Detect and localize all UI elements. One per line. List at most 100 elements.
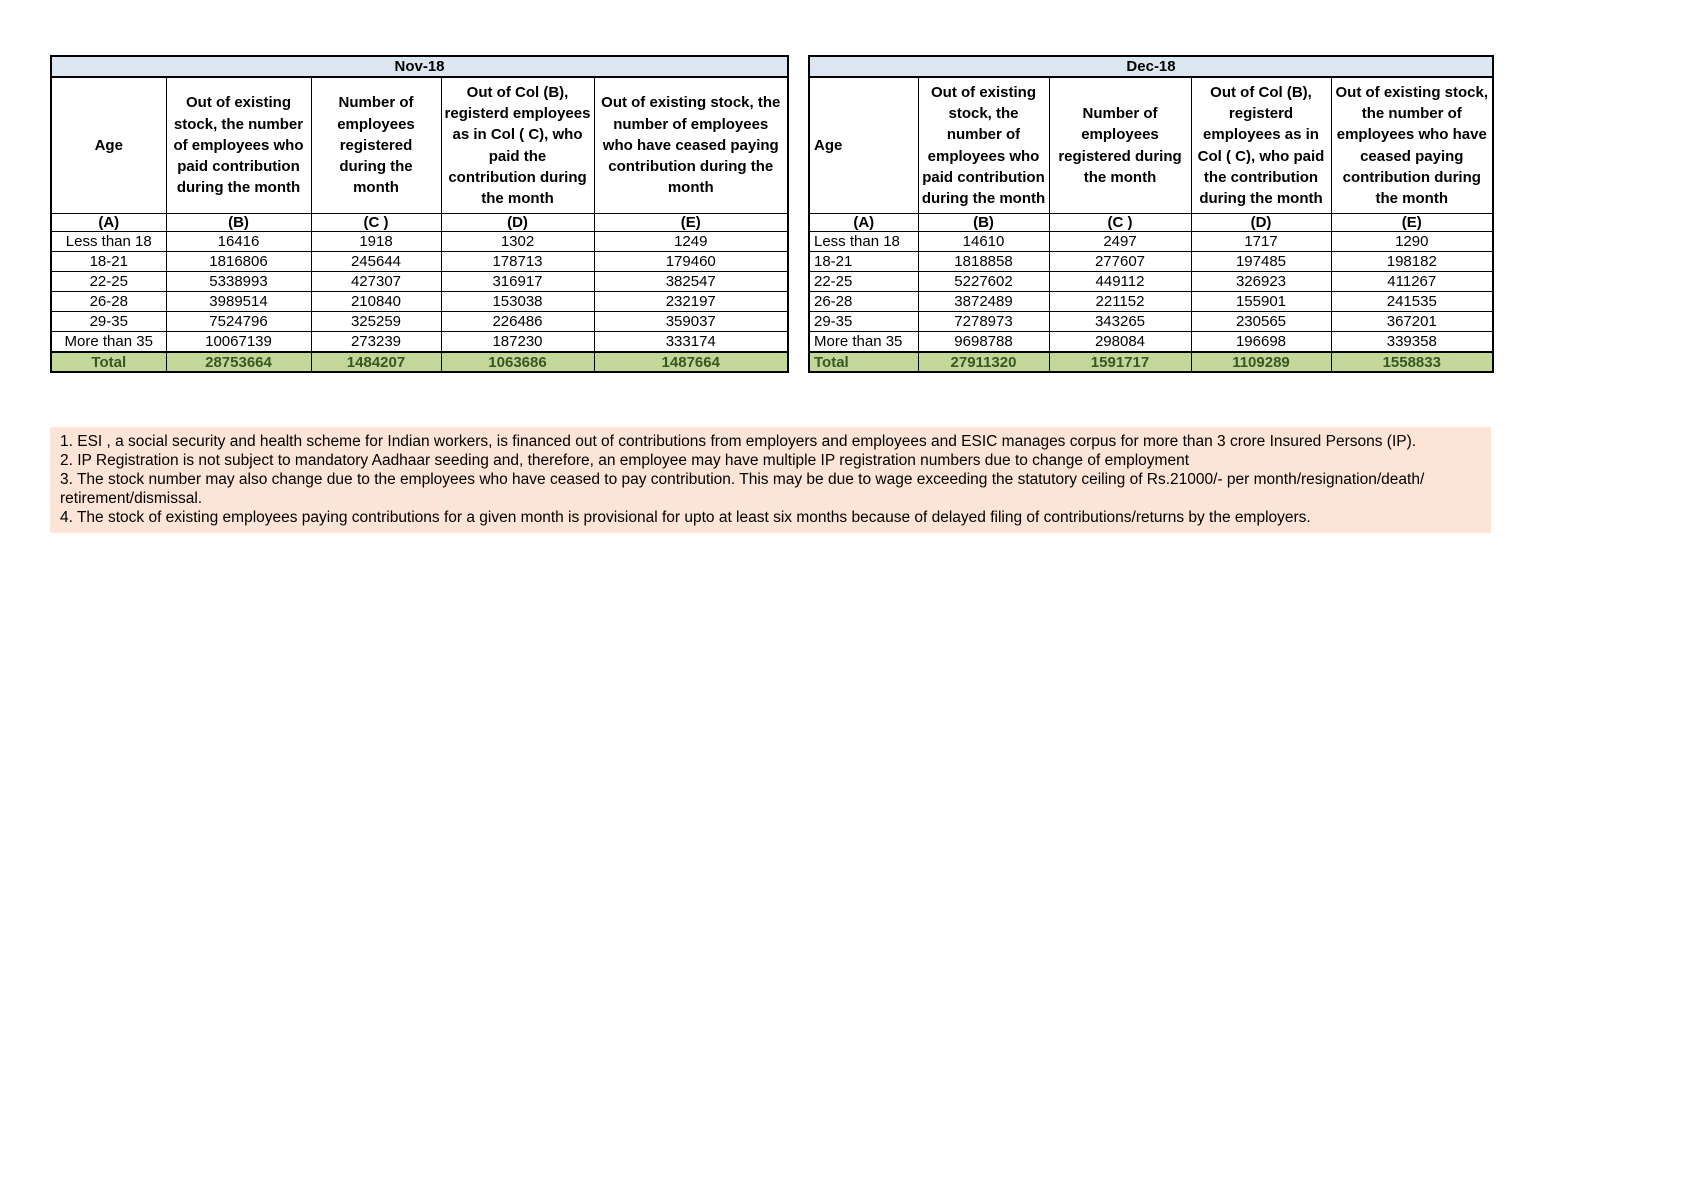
table-row: Less than 18 14610 2497 1717 1290 bbox=[808, 231, 1494, 252]
value-cell: 382547 bbox=[593, 271, 789, 292]
value-cell: 196698 bbox=[1190, 331, 1332, 353]
column-header-d: Out of Col (B), registerd employees as i… bbox=[1190, 76, 1332, 214]
month-title: Dec-18 bbox=[808, 55, 1494, 78]
column-header-e: Out of existing stock, the number of emp… bbox=[593, 76, 789, 214]
age-cell: 18-21 bbox=[808, 251, 919, 272]
value-cell: 411267 bbox=[1330, 271, 1494, 292]
letter-cell: (E) bbox=[593, 213, 789, 232]
value-cell: 3872489 bbox=[917, 291, 1050, 312]
value-cell: 273239 bbox=[310, 331, 442, 353]
table-row: 18-21 1818858 277607 197485 198182 bbox=[808, 251, 1494, 272]
total-value: 1591717 bbox=[1048, 351, 1192, 373]
value-cell: 277607 bbox=[1048, 251, 1192, 272]
value-cell: 5338993 bbox=[165, 271, 312, 292]
value-cell: 178713 bbox=[440, 251, 595, 272]
month-title: Nov-18 bbox=[50, 55, 789, 78]
column-header-b: Out of existing stock, the number of emp… bbox=[917, 76, 1050, 214]
total-value: 1063686 bbox=[440, 351, 595, 373]
column-header-b: Out of existing stock, the number of emp… bbox=[165, 76, 312, 214]
dec-total-row: Total 27911320 1591717 1109289 1558833 bbox=[808, 351, 1494, 373]
letter-cell: (B) bbox=[917, 213, 1050, 232]
nov-18-table: Nov-18 Age Out of existing stock, the nu… bbox=[50, 55, 790, 373]
dec-18-table: Dec-18 Age Out of existing stock, the nu… bbox=[808, 55, 1495, 373]
value-cell: 187230 bbox=[440, 331, 595, 353]
dec-column-header-row: Age Out of existing stock, the number of… bbox=[808, 76, 1494, 214]
footnotes-block: 1. ESI , a social security and health sc… bbox=[50, 427, 1491, 533]
age-cell: More than 35 bbox=[808, 331, 919, 353]
age-cell: 22-25 bbox=[808, 271, 919, 292]
value-cell: 241535 bbox=[1330, 291, 1494, 312]
table-row: 29-35 7278973 343265 230565 367201 bbox=[808, 311, 1494, 332]
age-cell: More than 35 bbox=[50, 331, 167, 353]
table-row: 18-21 1816806 245644 178713 179460 bbox=[50, 251, 789, 272]
total-value: 27911320 bbox=[917, 351, 1050, 373]
value-cell: 10067139 bbox=[165, 331, 312, 353]
nov-month-header-row: Nov-18 bbox=[50, 55, 789, 78]
value-cell: 339358 bbox=[1330, 331, 1494, 353]
column-header-c: Number of employees registered during th… bbox=[1048, 76, 1192, 214]
value-cell: 2497 bbox=[1048, 231, 1192, 252]
value-cell: 3989514 bbox=[165, 291, 312, 312]
value-cell: 326923 bbox=[1190, 271, 1332, 292]
value-cell: 197485 bbox=[1190, 251, 1332, 272]
value-cell: 343265 bbox=[1048, 311, 1192, 332]
age-cell: 29-35 bbox=[808, 311, 919, 332]
column-header-c: Number of employees registered during th… bbox=[310, 76, 442, 214]
value-cell: 232197 bbox=[593, 291, 789, 312]
age-cell: 18-21 bbox=[50, 251, 167, 272]
value-cell: 221152 bbox=[1048, 291, 1192, 312]
table-row: 22-25 5227602 449112 326923 411267 bbox=[808, 271, 1494, 292]
value-cell: 1302 bbox=[440, 231, 595, 252]
letter-cell: (D) bbox=[1190, 213, 1332, 232]
table-row: More than 35 9698788 298084 196698 33935… bbox=[808, 331, 1494, 353]
value-cell: 1290 bbox=[1330, 231, 1494, 252]
value-cell: 7278973 bbox=[917, 311, 1050, 332]
value-cell: 245644 bbox=[310, 251, 442, 272]
table-row: 29-35 7524796 325259 226486 359037 bbox=[50, 311, 789, 332]
letter-cell: (A) bbox=[50, 213, 167, 232]
age-cell: 26-28 bbox=[808, 291, 919, 312]
nov-letter-row: (A) (B) (C ) (D) (E) bbox=[50, 213, 789, 232]
footnote-4: 4. The stock of existing employees payin… bbox=[60, 509, 1311, 526]
value-cell: 155901 bbox=[1190, 291, 1332, 312]
value-cell: 1918 bbox=[310, 231, 442, 252]
age-cell: 22-25 bbox=[50, 271, 167, 292]
age-cell: Less than 18 bbox=[808, 231, 919, 252]
dec-month-header-row: Dec-18 bbox=[808, 55, 1494, 78]
age-cell: 26-28 bbox=[50, 291, 167, 312]
table-row: 26-28 3872489 221152 155901 241535 bbox=[808, 291, 1494, 312]
column-header-age: Age bbox=[50, 76, 167, 214]
footnote-3: 3. The stock number may also change due … bbox=[60, 471, 1425, 507]
value-cell: 298084 bbox=[1048, 331, 1192, 353]
value-cell: 210840 bbox=[310, 291, 442, 312]
total-value: 1484207 bbox=[310, 351, 442, 373]
value-cell: 153038 bbox=[440, 291, 595, 312]
total-value: 28753664 bbox=[165, 351, 312, 373]
nov-total-row: Total 28753664 1484207 1063686 1487664 bbox=[50, 351, 789, 373]
value-cell: 14610 bbox=[917, 231, 1050, 252]
value-cell: 198182 bbox=[1330, 251, 1494, 272]
column-header-d: Out of Col (B), registerd employees as i… bbox=[440, 76, 595, 214]
total-label: Total bbox=[50, 351, 167, 373]
column-header-e: Out of existing stock, the number of emp… bbox=[1330, 76, 1494, 214]
value-cell: 226486 bbox=[440, 311, 595, 332]
letter-cell: (C ) bbox=[1048, 213, 1192, 232]
value-cell: 16416 bbox=[165, 231, 312, 252]
age-cell: Less than 18 bbox=[50, 231, 167, 252]
total-value: 1109289 bbox=[1190, 351, 1332, 373]
table-row: 26-28 3989514 210840 153038 232197 bbox=[50, 291, 789, 312]
table-row: More than 35 10067139 273239 187230 3331… bbox=[50, 331, 789, 353]
letter-cell: (E) bbox=[1330, 213, 1494, 232]
value-cell: 230565 bbox=[1190, 311, 1332, 332]
column-header-age: Age bbox=[808, 76, 919, 214]
footnote-2: 2. IP Registration is not subject to man… bbox=[60, 452, 1190, 469]
value-cell: 367201 bbox=[1330, 311, 1494, 332]
footnote-1: 1. ESI , a social security and health sc… bbox=[60, 433, 1417, 450]
total-label: Total bbox=[808, 351, 919, 373]
letter-cell: (A) bbox=[808, 213, 919, 232]
dec-letter-row: (A) (B) (C ) (D) (E) bbox=[808, 213, 1494, 232]
nov-column-header-row: Age Out of existing stock, the number of… bbox=[50, 76, 789, 214]
value-cell: 1818858 bbox=[917, 251, 1050, 272]
value-cell: 1816806 bbox=[165, 251, 312, 272]
